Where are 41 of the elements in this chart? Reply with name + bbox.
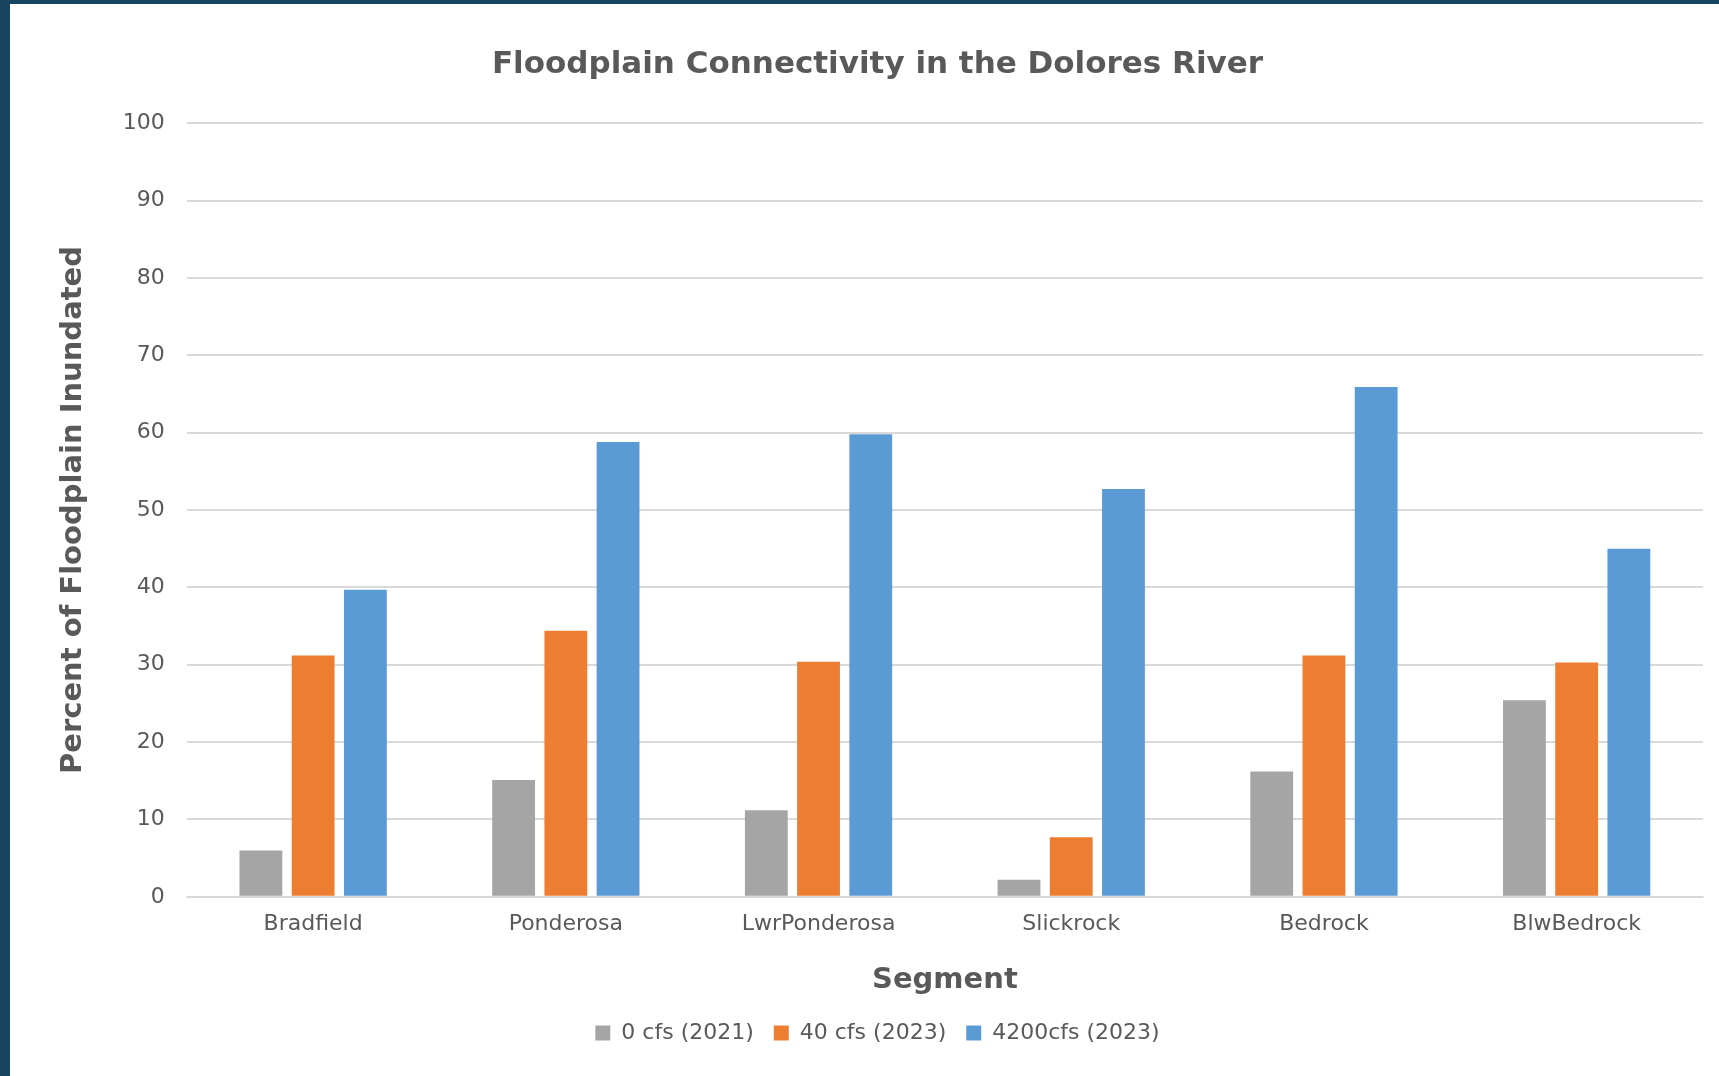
bar <box>1302 655 1346 896</box>
legend-label: 40 cfs (2023) <box>799 1018 947 1044</box>
x-tick-label: Bedrock <box>1279 909 1369 935</box>
bar <box>343 589 387 896</box>
bar <box>1250 771 1294 896</box>
bar <box>997 879 1041 896</box>
y-tick-label: 70 <box>136 341 165 366</box>
y-tick-label: 20 <box>136 727 165 753</box>
y-tick-label: 0 <box>150 882 165 908</box>
x-tick-label: Bradfield <box>263 909 363 935</box>
y-tick-label: 40 <box>136 573 165 599</box>
bar <box>849 434 893 896</box>
bar <box>1503 700 1546 896</box>
bar <box>1354 387 1398 896</box>
y-tick-label: 10 <box>136 805 165 831</box>
bar <box>596 441 640 896</box>
bar <box>239 850 283 896</box>
x-tick-label: LwrPonderosa <box>741 909 896 935</box>
bar <box>544 630 588 896</box>
bar <box>291 655 335 896</box>
bar <box>1049 837 1093 896</box>
bar <box>797 661 840 896</box>
x-axis-title: Segment <box>872 961 1018 996</box>
bar <box>1102 489 1145 896</box>
y-tick-label: 80 <box>136 263 165 289</box>
bar <box>492 779 536 896</box>
x-tick-label: Ponderosa <box>508 909 624 935</box>
legend-label: 0 cfs (2021) <box>621 1018 754 1044</box>
y-tick-label: 30 <box>136 650 165 676</box>
legend-label: 4200cfs (2023) <box>992 1018 1160 1044</box>
bar <box>1607 548 1651 896</box>
x-tick-label: BlwBedrock <box>1512 909 1642 935</box>
bar <box>744 810 788 896</box>
x-tick-label: Slickrock <box>1022 909 1121 935</box>
y-tick-label: 50 <box>136 495 165 521</box>
chart-title: Floodplain Connectivity in the Dolores River <box>491 43 1264 80</box>
y-tick-label: 90 <box>136 186 165 212</box>
bar <box>1555 662 1599 896</box>
y-axis-title: Percent of Floodplain Inundated <box>53 246 88 774</box>
y-tick-label: 100 <box>122 108 165 134</box>
y-tick-label: 60 <box>136 418 165 444</box>
